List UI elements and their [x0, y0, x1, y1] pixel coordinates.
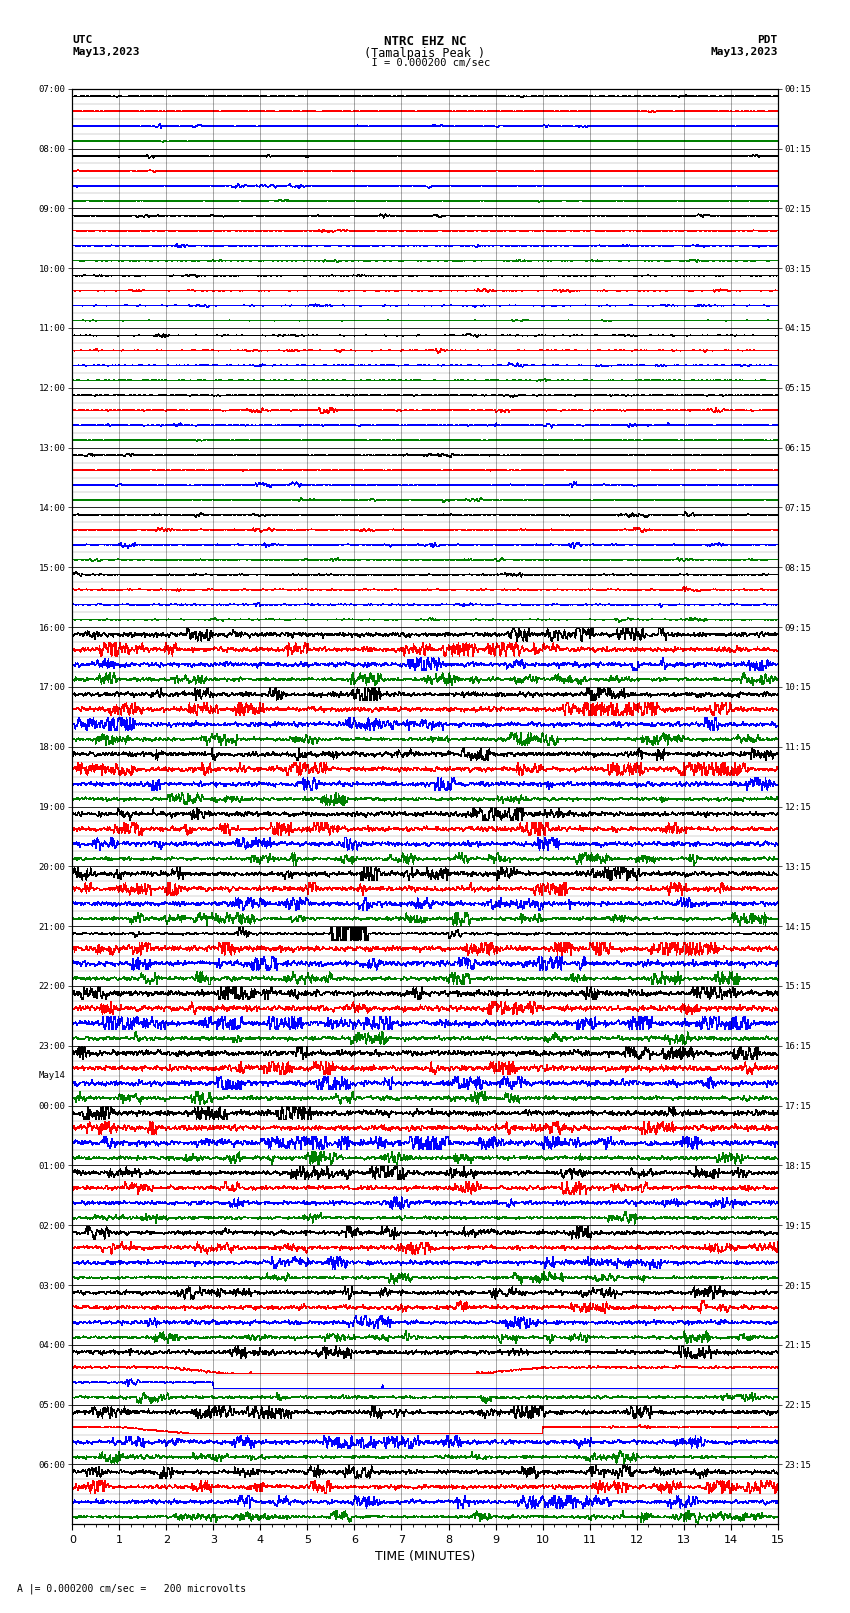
X-axis label: TIME (MINUTES): TIME (MINUTES) [375, 1550, 475, 1563]
Text: I = 0.000200 cm/sec: I = 0.000200 cm/sec [360, 58, 490, 68]
Text: May13,2023: May13,2023 [711, 47, 778, 56]
Text: May14: May14 [38, 1071, 65, 1081]
Text: UTC: UTC [72, 35, 93, 45]
Text: PDT: PDT [757, 35, 778, 45]
Text: NTRC EHZ NC: NTRC EHZ NC [383, 35, 467, 48]
Text: (Tamalpais Peak ): (Tamalpais Peak ) [365, 47, 485, 60]
Text: A |= 0.000200 cm/sec =   200 microvolts: A |= 0.000200 cm/sec = 200 microvolts [17, 1582, 246, 1594]
Text: May13,2023: May13,2023 [72, 47, 139, 56]
